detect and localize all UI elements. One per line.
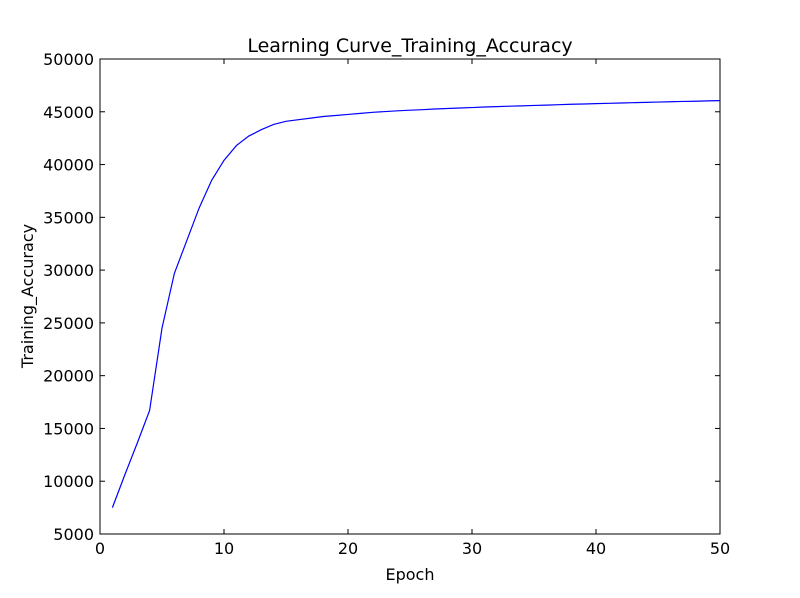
x-tick-label: 10 (214, 539, 234, 558)
y-tick-label: 35000 (43, 208, 94, 227)
y-tick-label: 50000 (43, 50, 94, 69)
x-tick-label: 50 (710, 539, 730, 558)
plot-area (111, 99, 721, 508)
x-tick-label: 20 (338, 539, 358, 558)
x-tick-label: 0 (95, 539, 105, 558)
y-tick-label: 10000 (43, 472, 94, 491)
plot-frame (99, 58, 721, 535)
series-line (111, 99, 721, 508)
x-axis-label: Epoch (386, 565, 435, 584)
y-axis-label: Training_Accuracy (18, 224, 38, 369)
x-tick-label: 40 (586, 539, 606, 558)
axis-ticks: 0 10 20 30 40 50 5000 10000 15000 20000 25000 30000… (43, 50, 730, 558)
y-tick-label: 30000 (43, 261, 94, 280)
y-tick-label: 5000 (53, 525, 94, 544)
y-tick-label: 25000 (43, 314, 94, 333)
chart-title: Learning Curve_Training_Accuracy (247, 35, 572, 57)
y-tick-label: 45000 (43, 103, 94, 122)
x-tick-label: 30 (462, 539, 482, 558)
y-tick-label: 40000 (43, 156, 94, 175)
y-tick-label: 20000 (43, 367, 94, 386)
y-tick-label: 15000 (43, 419, 94, 438)
